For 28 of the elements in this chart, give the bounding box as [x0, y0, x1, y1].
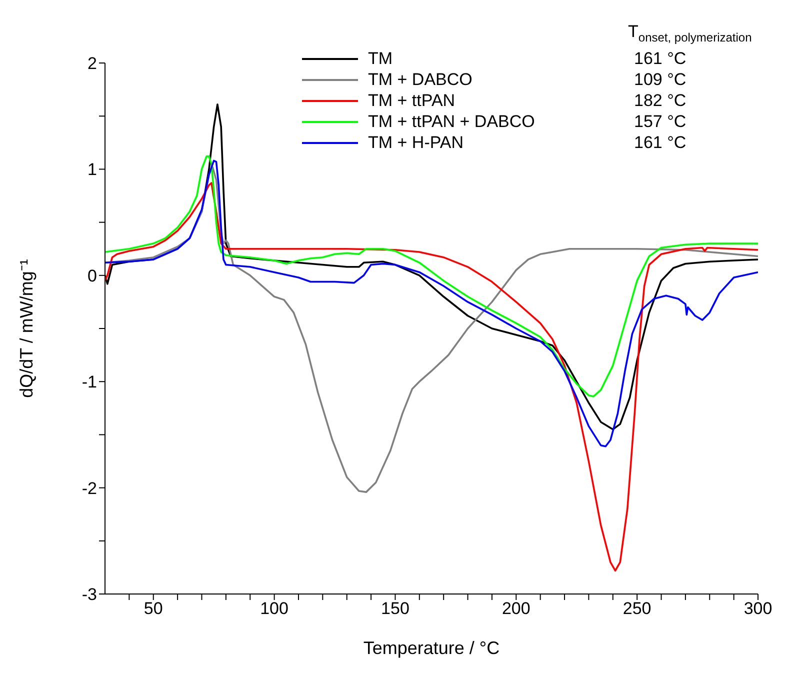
legend-label: TM + DABCO	[368, 70, 474, 90]
annotation: 109 °C	[634, 70, 686, 90]
legend-label: TM + ttPAN + DABCO	[368, 112, 536, 132]
y-tick-label: 2	[88, 54, 97, 74]
legend-label: TM	[368, 48, 394, 68]
y-tick-label: 1	[88, 160, 97, 180]
legend-label: TM + H-PAN	[368, 132, 465, 152]
x-tick-label: 150	[381, 599, 410, 618]
line-series	[105, 160, 758, 448]
x-tick-label: 300	[744, 599, 772, 618]
line-series	[105, 156, 758, 398]
y-axis-title: dQ/dT / mW/mg⁻¹	[16, 259, 36, 398]
annotation: 161 °C	[634, 132, 686, 152]
x-tick-label: 250	[622, 599, 652, 618]
x-tick-label: 200	[502, 599, 530, 618]
y-tick-label: 0	[88, 266, 97, 286]
y-tick-label: -1	[82, 372, 97, 392]
annotation: 182 °C	[634, 90, 686, 110]
annotation: 157 °C	[634, 112, 686, 132]
line-series	[105, 182, 758, 572]
y-tick-label: -3	[82, 585, 97, 604]
y-tick-label: -2	[82, 478, 97, 498]
legend-label: TM + ttPAN	[368, 90, 456, 110]
x-axis-title: Temperature / °C	[363, 638, 500, 658]
annotation: 161 °C	[634, 48, 686, 68]
x-tick-label: 50	[144, 599, 163, 618]
legend-title: T$_{onset, polymerization}$	[628, 22, 752, 44]
x-tick-label: 100	[260, 599, 288, 618]
